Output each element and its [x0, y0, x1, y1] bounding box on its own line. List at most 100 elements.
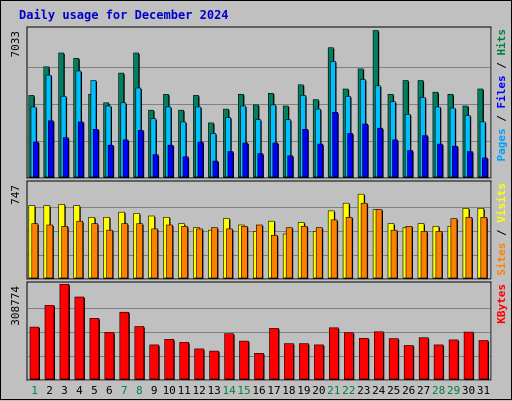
bar-pages-day-18 — [287, 155, 294, 178]
bar-kbytes-day-2 — [44, 305, 55, 380]
bar-kbytes-day-15 — [239, 340, 249, 380]
bar-kbytes-day-16 — [254, 352, 264, 380]
bar-pages-day-1 — [32, 141, 39, 178]
series-legend-label: Pages / Files / Hits — [495, 29, 508, 162]
bar-pages-day-5 — [92, 129, 99, 178]
bar-kbytes-day-5 — [89, 318, 100, 380]
x-tick-label-day-8: 8 — [136, 384, 143, 397]
bar-kbytes-day-13 — [209, 350, 219, 380]
bar-kbytes-day-31 — [478, 340, 489, 380]
x-tick-label-day-26: 26 — [402, 384, 415, 397]
bar-kbytes-day-1 — [29, 326, 40, 380]
x-tick-label-day-22: 22 — [342, 384, 355, 397]
bar-sites-day-3 — [61, 226, 69, 279]
legend-part: Files — [495, 75, 508, 108]
bar-sites-day-22 — [345, 217, 353, 279]
bar-pages-day-14 — [227, 151, 234, 178]
bar-pages-day-24 — [377, 127, 383, 178]
bar-pages-day-25 — [392, 139, 398, 178]
x-tick-label-day-4: 4 — [76, 384, 83, 397]
legend-part: Sites — [495, 243, 508, 276]
legend-part: / — [495, 223, 508, 243]
bar-kbytes-day-28 — [433, 344, 444, 380]
bar-sites-day-15 — [241, 226, 248, 279]
bar-sites-day-28 — [435, 231, 443, 279]
bar-sites-day-1 — [31, 223, 39, 279]
bar-pages-day-22 — [347, 133, 354, 178]
series-legend-label: KBytes — [495, 284, 508, 324]
bar-pages-day-20 — [317, 143, 324, 178]
x-tick-label-day-23: 23 — [357, 384, 370, 397]
bar-sites-day-7 — [121, 223, 128, 279]
bar-sites-day-31 — [480, 217, 488, 279]
y-max-label: 308774 — [9, 286, 22, 326]
x-tick-label-day-9: 9 — [151, 384, 158, 397]
y-max-label: 747 — [9, 185, 22, 205]
bar-kbytes-day-29 — [448, 339, 459, 380]
x-tick-label-day-18: 18 — [282, 384, 295, 397]
bar-pages-day-29 — [452, 145, 458, 178]
series-legend-label: Sites / Visits — [495, 183, 508, 276]
bar-kbytes-day-20 — [314, 344, 324, 380]
x-tick-label-day-24: 24 — [372, 384, 386, 397]
bar-kbytes-day-30 — [463, 331, 474, 380]
bar-pages-day-30 — [467, 151, 473, 178]
bar-sites-day-11 — [181, 226, 188, 279]
bar-kbytes-day-4 — [74, 296, 85, 380]
x-tick-label-day-28: 28 — [432, 384, 445, 397]
bar-sites-day-23 — [360, 202, 368, 279]
bar-sites-day-14 — [226, 228, 233, 279]
bar-sites-day-29 — [450, 218, 458, 279]
legend-part: Hits — [495, 29, 508, 56]
bar-pages-day-31 — [481, 157, 488, 178]
bar-pages-day-10 — [167, 144, 174, 178]
chart-title: Daily usage for December 2024 — [19, 8, 229, 22]
bar-sites-day-2 — [46, 224, 54, 279]
bar-kbytes-day-23 — [358, 337, 369, 380]
bar-kbytes-day-26 — [403, 345, 414, 380]
x-tick-label-day-27: 27 — [417, 384, 430, 397]
x-tick-label-day-11: 11 — [178, 384, 191, 397]
bar-pages-day-3 — [62, 137, 69, 178]
bar-sites-day-25 — [390, 229, 398, 279]
bar-sites-day-20 — [315, 227, 323, 279]
x-tick-label-day-14: 14 — [222, 384, 236, 397]
bar-sites-day-12 — [196, 228, 203, 279]
bar-sites-day-30 — [465, 217, 473, 279]
bar-pages-day-26 — [407, 150, 413, 178]
bar-sites-day-24 — [375, 209, 383, 279]
bar-sites-day-9 — [151, 228, 158, 279]
x-tick-label-day-20: 20 — [312, 384, 325, 397]
y-max-label: 7033 — [9, 31, 22, 58]
bar-pages-day-11 — [182, 156, 189, 178]
bar-sites-day-17 — [270, 235, 278, 279]
x-tick-label-day-25: 25 — [387, 384, 400, 397]
bar-pages-day-4 — [77, 121, 84, 178]
bar-pages-day-23 — [362, 123, 369, 178]
bar-pages-day-9 — [152, 154, 159, 178]
x-tick-label-day-16: 16 — [252, 384, 265, 397]
bar-kbytes-day-8 — [134, 326, 145, 380]
x-tick-label-day-29: 29 — [447, 384, 460, 397]
bar-kbytes-day-14 — [224, 333, 234, 380]
bar-kbytes-day-21 — [328, 327, 339, 380]
bar-pages-day-7 — [122, 139, 129, 178]
bar-sites-day-13 — [211, 227, 218, 279]
bar-pages-day-2 — [47, 120, 54, 178]
bar-sites-day-5 — [91, 223, 98, 279]
bar-sites-day-16 — [256, 224, 263, 279]
bar-kbytes-day-22 — [343, 332, 354, 380]
x-tick-label-day-15: 15 — [237, 384, 250, 397]
bar-kbytes-day-19 — [299, 343, 309, 380]
x-tick-label-day-13: 13 — [207, 384, 220, 397]
bar-pages-day-21 — [332, 112, 339, 178]
legend-part: KBytes — [495, 284, 508, 324]
bar-kbytes-day-12 — [194, 348, 204, 380]
bar-pages-day-17 — [272, 142, 279, 178]
bar-sites-day-6 — [106, 229, 113, 279]
x-tick-label-day-31: 31 — [477, 384, 490, 397]
bar-sites-day-18 — [285, 227, 293, 279]
bar-kbytes-day-25 — [388, 338, 399, 380]
bar-pages-day-19 — [302, 129, 309, 178]
